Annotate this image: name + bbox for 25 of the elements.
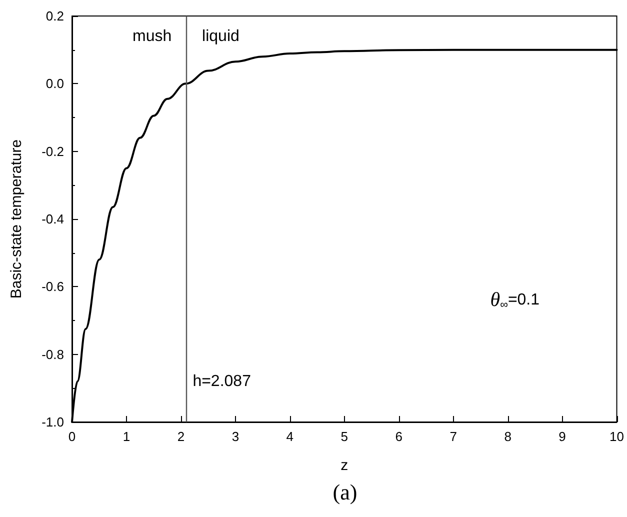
x-axis-title: z [340, 457, 348, 474]
y-tick-label: -1.0 [42, 414, 64, 430]
x-tick-label: 6 [395, 429, 402, 444]
x-tick-label: 4 [286, 429, 294, 444]
y-tick-label: 0.2 [46, 8, 64, 24]
y-axis-title: Basic-state temperature [8, 139, 25, 299]
annotation: mush [132, 28, 172, 45]
y-tick-label: 0.0 [46, 76, 64, 92]
ref-line-label: h=2.087 [192, 372, 252, 390]
y-tick-label: -0.6 [42, 279, 64, 294]
x-tick-label: 1 [122, 429, 130, 444]
annotation: θ∞=0.1 [490, 289, 540, 312]
x-tick-label: 7 [450, 429, 457, 444]
y-tick-label: -0.4 [42, 212, 64, 226]
x-tick-label: 0 [68, 429, 76, 444]
x-tick-label: 5 [340, 429, 348, 444]
x-tick-label: 10 [610, 429, 624, 444]
x-tick-label: 2 [177, 429, 185, 444]
x-tick-label: 8 [504, 429, 512, 444]
annotation: liquid [202, 28, 240, 45]
text: (a) [332, 480, 358, 504]
x-tick-label: 3 [232, 429, 240, 444]
x-tick-label: 9 [558, 429, 566, 444]
y-tick-label: -0.8 [42, 346, 64, 362]
y-tick-label: -0.2 [42, 144, 64, 159]
